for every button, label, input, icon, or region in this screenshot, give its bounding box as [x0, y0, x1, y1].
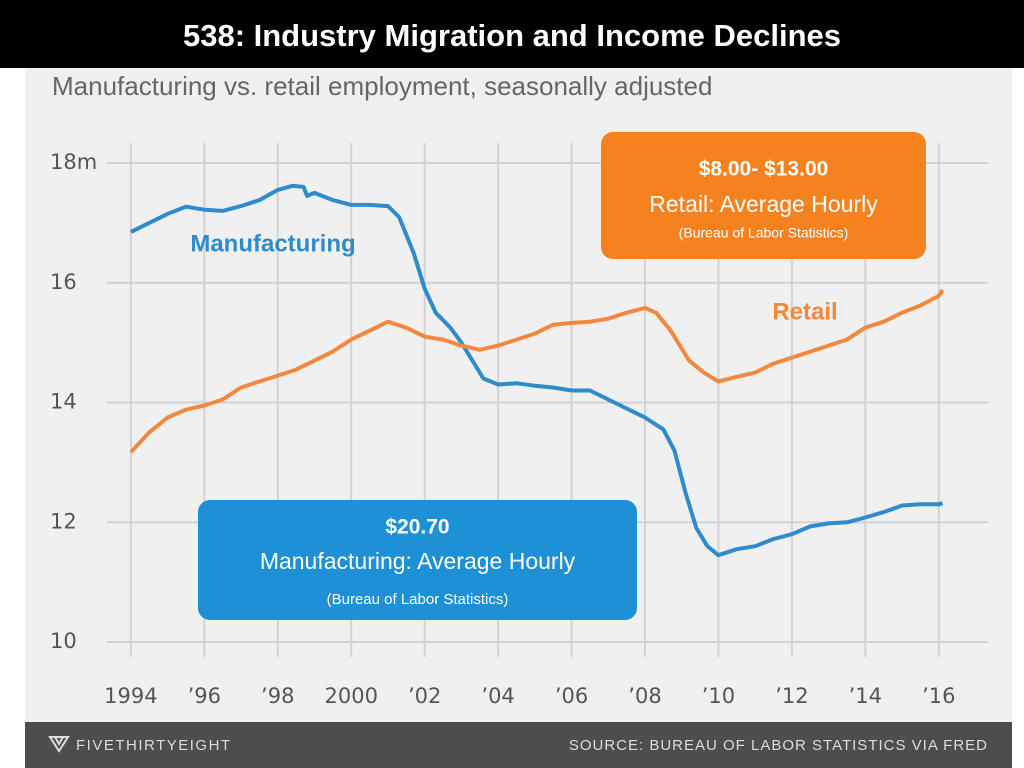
x-tick-label: ’12 — [775, 684, 808, 708]
brand: FIVETHIRTYEIGHT — [76, 737, 232, 754]
series-label: Manufacturing — [190, 230, 355, 257]
series-line — [130, 183, 944, 558]
x-tick-label: ’14 — [849, 684, 882, 708]
footer-bar — [25, 722, 1012, 768]
x-tick-label: 1994 — [104, 684, 157, 708]
annotation-text: $8.00- $13.00 — [699, 158, 829, 181]
series-line — [129, 288, 945, 454]
x-tick-label: ’16 — [922, 684, 955, 708]
x-tick-label: 2000 — [324, 684, 377, 708]
annotation-box — [601, 132, 926, 259]
annotation-text: Manufacturing: Average Hourly — [260, 548, 576, 574]
plot: 18m 16 14 12 10 1994 ’96 ’98 2000 ’02 ’04 ’06 ’08 ’10… — [50, 143, 988, 708]
x-tick-label: ’04 — [481, 684, 514, 708]
annotation-text: $20.70 — [385, 516, 449, 539]
y-tick-label: 14 — [50, 390, 77, 414]
annotation-box — [198, 500, 637, 620]
x-tick-label: ’08 — [628, 684, 661, 708]
y-tick-label: 10 — [50, 629, 77, 653]
slide-title: 538: Industry Migration and Income Decli… — [183, 18, 841, 53]
title-bar — [0, 0, 1024, 68]
series-label: Retail — [772, 298, 837, 325]
annotation-text: Retail: Average Hourly — [649, 191, 878, 217]
x-tick-label: ’02 — [408, 684, 441, 708]
y-tick-label: 12 — [50, 509, 77, 533]
x-tick-label: ’98 — [261, 684, 294, 708]
annotation-text: (Bureau of Labor Statistics) — [327, 591, 509, 608]
x-tick-label: ’10 — [702, 684, 735, 708]
y-tick-label: 18m — [50, 150, 97, 174]
x-tick-label: ’06 — [555, 684, 588, 708]
brand-logo — [48, 736, 70, 753]
source: SOURCE: BUREAU OF LABOR STATISTICS VIA F… — [569, 737, 988, 754]
y-tick-label: 16 — [50, 270, 77, 294]
chart-subtitle: Manufacturing vs. retail employment, sea… — [52, 71, 712, 101]
x-tick-label: ’96 — [188, 684, 221, 708]
annotation-text: (Bureau of Labor Statistics) — [679, 225, 849, 241]
